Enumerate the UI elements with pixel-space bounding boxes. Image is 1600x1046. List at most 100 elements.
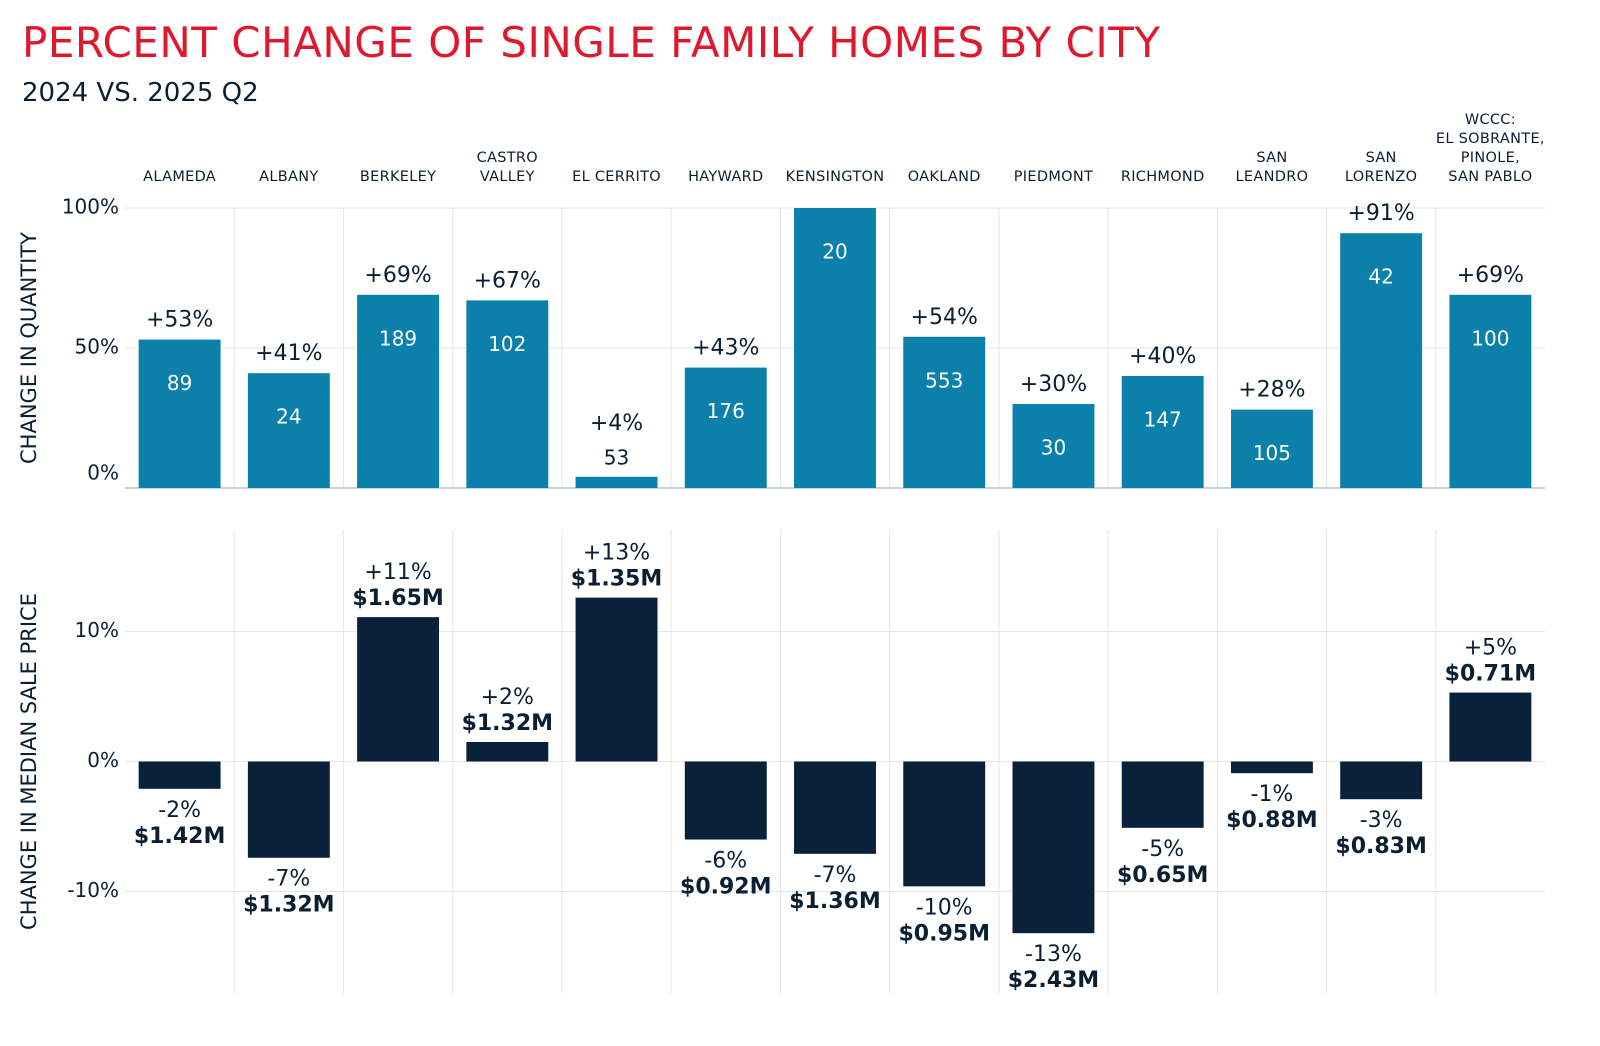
price-label: $0.71M <box>1445 662 1536 687</box>
value-label: -13% <box>1025 942 1082 967</box>
price-label: $0.95M <box>898 921 989 946</box>
bar <box>575 476 658 488</box>
price-label: $1.32M <box>243 893 334 918</box>
bar <box>247 761 330 858</box>
y-tick-label: 0% <box>87 748 119 772</box>
category-label: EL CERRITO <box>572 169 661 185</box>
category-label: RICHMOND <box>1120 169 1205 185</box>
count-label: 42 <box>1368 265 1393 289</box>
bar <box>575 597 658 762</box>
bar <box>684 367 767 488</box>
title: PERCENT CHANGE OF SINGLE FAMILY HOMES BY… <box>22 18 1161 67</box>
bar <box>357 294 440 488</box>
count-label: 553 <box>925 368 963 392</box>
value-label: +13% <box>583 541 650 566</box>
bar <box>138 761 221 789</box>
bar <box>794 761 876 854</box>
value-label: +54% <box>911 305 978 330</box>
category-label: CASTRO VALLEY <box>476 150 538 185</box>
value-label: -10% <box>916 895 973 920</box>
price-label: $0.65M <box>1117 863 1208 888</box>
value-label: +2% <box>481 685 534 710</box>
price-label: $1.65M <box>352 586 443 611</box>
count-label: 20 <box>822 240 847 264</box>
y-tick-label: -10% <box>67 878 119 902</box>
price-label: $1.32M <box>462 711 553 736</box>
count-label: 24 <box>276 405 301 429</box>
value-label: +41% <box>255 341 322 366</box>
value-label: -6% <box>704 849 747 874</box>
value-label: -5% <box>1141 837 1184 862</box>
count-label: 105 <box>1253 441 1291 465</box>
value-label: +4% <box>590 411 643 436</box>
bar <box>1230 409 1313 488</box>
value-label: +30% <box>1020 372 1087 397</box>
category-label: SAN LEANDRO <box>1235 150 1309 185</box>
y-tick-label: 100% <box>62 195 119 219</box>
bar <box>1012 761 1095 934</box>
bar <box>138 339 221 488</box>
bar <box>684 761 767 840</box>
bar <box>357 617 440 762</box>
bar <box>1449 294 1532 488</box>
bar <box>466 741 549 762</box>
bar <box>1121 761 1204 828</box>
count-label: 89 <box>167 371 192 395</box>
value-label: +91% <box>1347 201 1414 226</box>
price-label: $0.88M <box>1226 808 1317 833</box>
value-label: +11% <box>364 560 431 585</box>
count-label: 147 <box>1144 408 1182 432</box>
price-label: $1.36M <box>789 889 880 914</box>
bar <box>1340 233 1423 488</box>
count-label: 53 <box>604 445 629 469</box>
value-label: +43% <box>692 336 759 361</box>
bar <box>1230 761 1313 774</box>
value-label: +69% <box>1457 263 1524 288</box>
bar <box>1340 761 1423 800</box>
value-label: +28% <box>1238 378 1305 403</box>
value-label: -2% <box>158 798 201 823</box>
value-label: -1% <box>1251 782 1294 807</box>
category-label: OAKLAND <box>907 169 981 185</box>
price-label: $0.83M <box>1335 834 1426 859</box>
bar <box>466 300 549 488</box>
value-label: +69% <box>364 263 431 288</box>
subtitle: 2024 VS. 2025 Q2 <box>22 78 259 108</box>
price-label: $2.43M <box>1008 968 1099 993</box>
price-label: $1.42M <box>134 824 225 849</box>
category-label: SAN LORENZO <box>1344 150 1418 185</box>
bar <box>903 336 986 488</box>
bar <box>247 373 330 488</box>
category-label: ALAMEDA <box>143 169 217 185</box>
y-tick-label: 10% <box>75 618 119 642</box>
category-label: PIEDMONT <box>1013 169 1094 185</box>
value-label: -3% <box>1360 808 1403 833</box>
category-label: HAYWARD <box>688 169 764 185</box>
category-label: KENSINGTON <box>785 169 885 185</box>
count-label: 189 <box>379 326 417 350</box>
value-label: +67% <box>474 268 541 293</box>
category-label: ALBANY <box>259 169 319 185</box>
bar <box>794 208 876 488</box>
bar <box>903 761 986 887</box>
bar <box>1121 376 1204 488</box>
value-label: +40% <box>1129 344 1196 369</box>
y-axis-label: CHANGE IN MEDIAN SALE PRICE <box>17 593 41 930</box>
value-label: -7% <box>267 867 310 892</box>
category-label: BERKELEY <box>359 169 437 185</box>
value-label: +5% <box>1464 636 1517 661</box>
count-label: 30 <box>1041 436 1066 460</box>
y-tick-label: 0% <box>87 461 119 485</box>
y-axis-label: CHANGE IN QUANTITY <box>17 232 41 464</box>
bar <box>1449 692 1532 762</box>
count-label: 176 <box>707 399 745 423</box>
value-label: +53% <box>146 308 213 333</box>
price-label: $0.92M <box>680 875 771 900</box>
count-label: 102 <box>488 332 526 356</box>
category-label: WCCC: EL SOBRANTE, PINOLE, SAN PABLO <box>1435 112 1545 185</box>
price-label: $1.35M <box>571 567 662 592</box>
y-tick-label: 50% <box>75 335 119 359</box>
bar <box>1012 404 1095 488</box>
